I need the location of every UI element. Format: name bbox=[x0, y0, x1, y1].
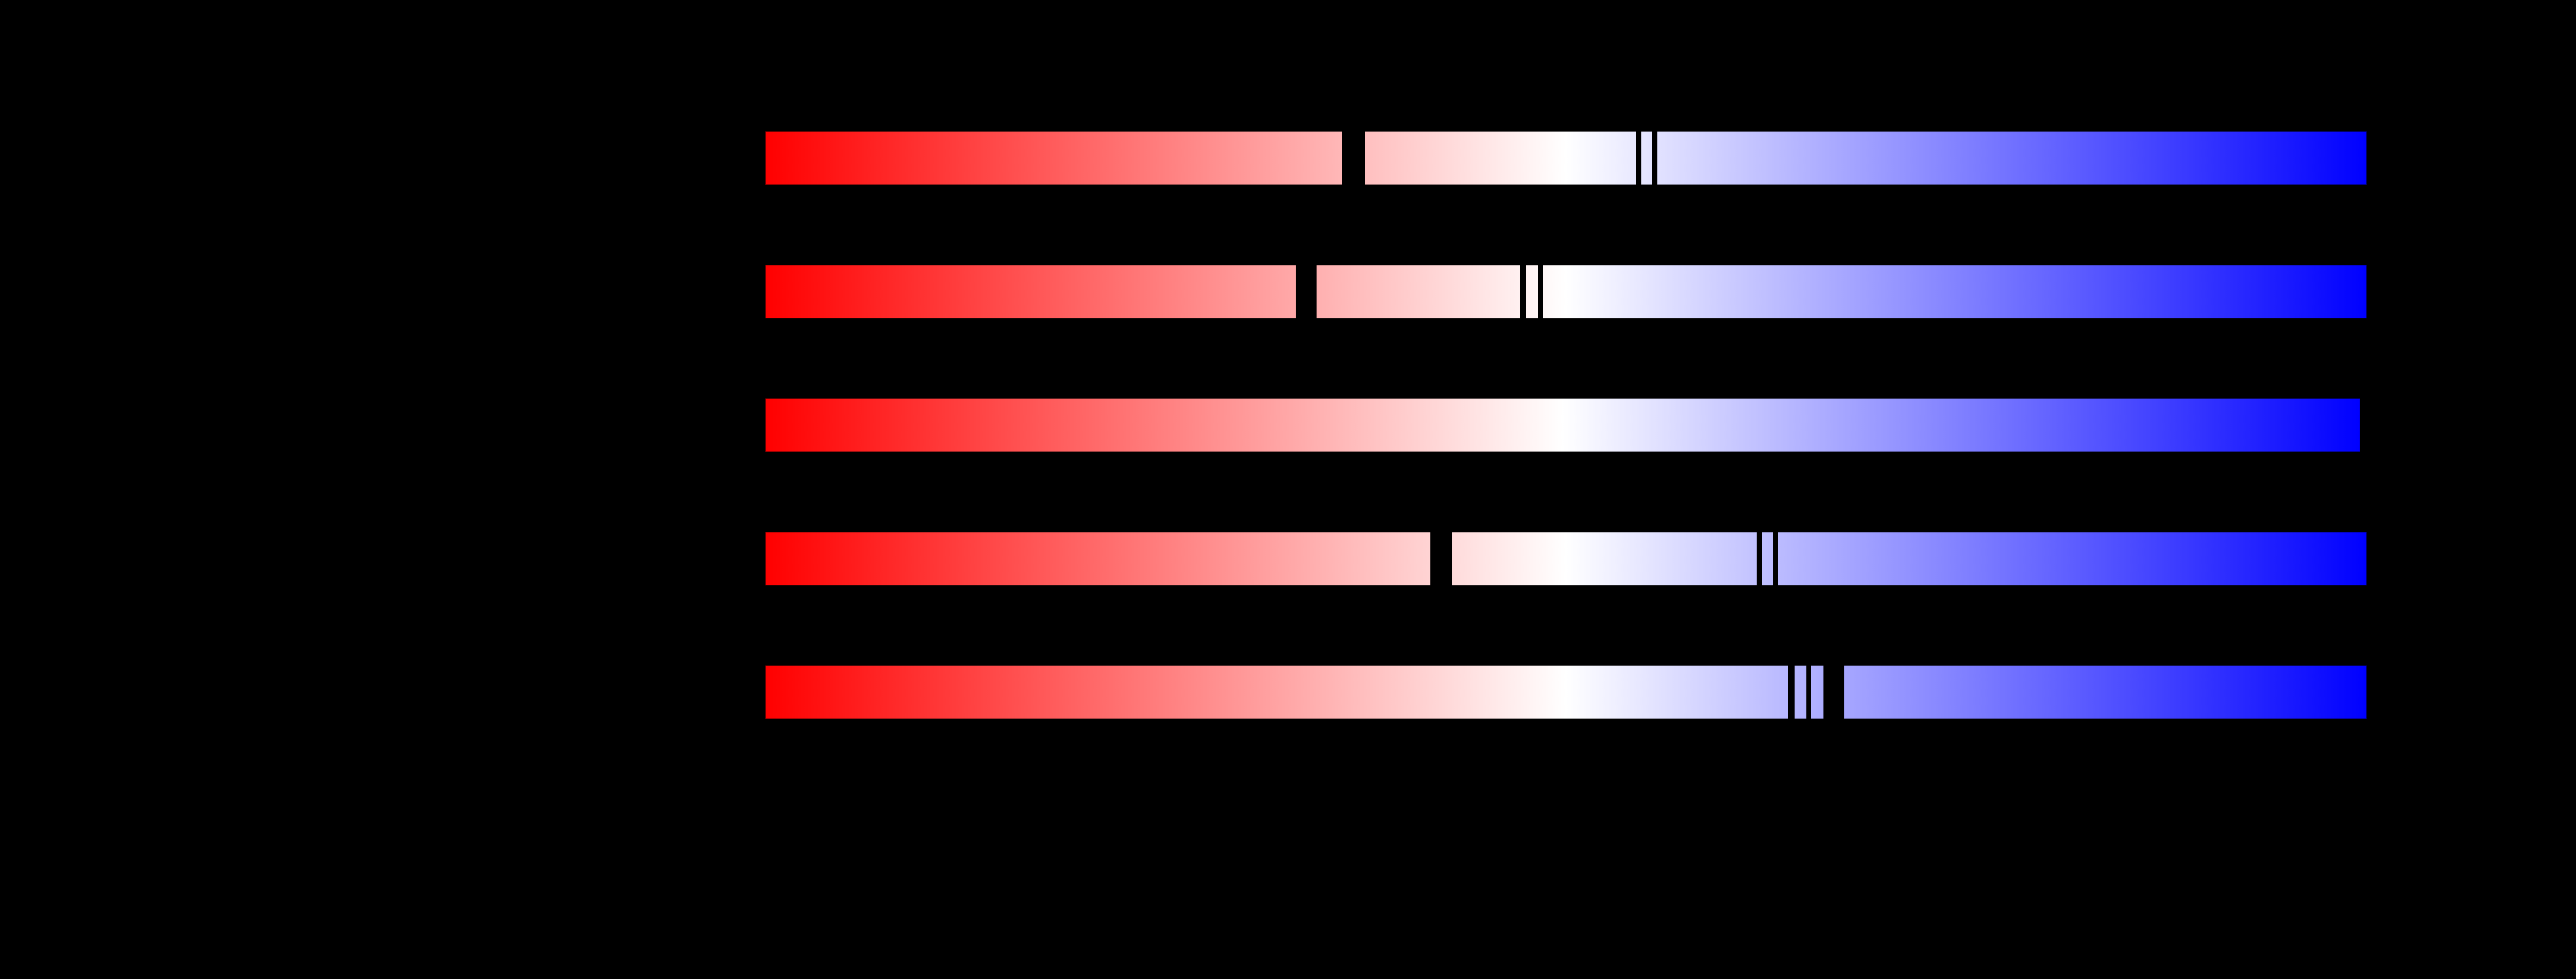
bar-break bbox=[1652, 131, 1657, 185]
bar-break bbox=[1636, 131, 1641, 185]
gradient-bar-row-1 bbox=[765, 131, 2367, 185]
gradient-bar-row-3 bbox=[765, 398, 2360, 452]
gradient-bar-row-4 bbox=[765, 531, 2367, 586]
bar-break bbox=[1520, 264, 1526, 319]
bar-break bbox=[1430, 531, 1452, 586]
bar-break bbox=[1757, 531, 1762, 586]
bar-break bbox=[1342, 131, 1365, 185]
gradient-bar-row-5 bbox=[765, 665, 2367, 719]
bar-break bbox=[1823, 665, 1844, 719]
bar-break bbox=[1788, 665, 1795, 719]
bar-break bbox=[1773, 531, 1778, 586]
bar-break bbox=[1538, 264, 1543, 319]
bar-break bbox=[1296, 264, 1317, 319]
gradient-bar-row-2 bbox=[765, 264, 2367, 319]
bar-break bbox=[1806, 665, 1811, 719]
